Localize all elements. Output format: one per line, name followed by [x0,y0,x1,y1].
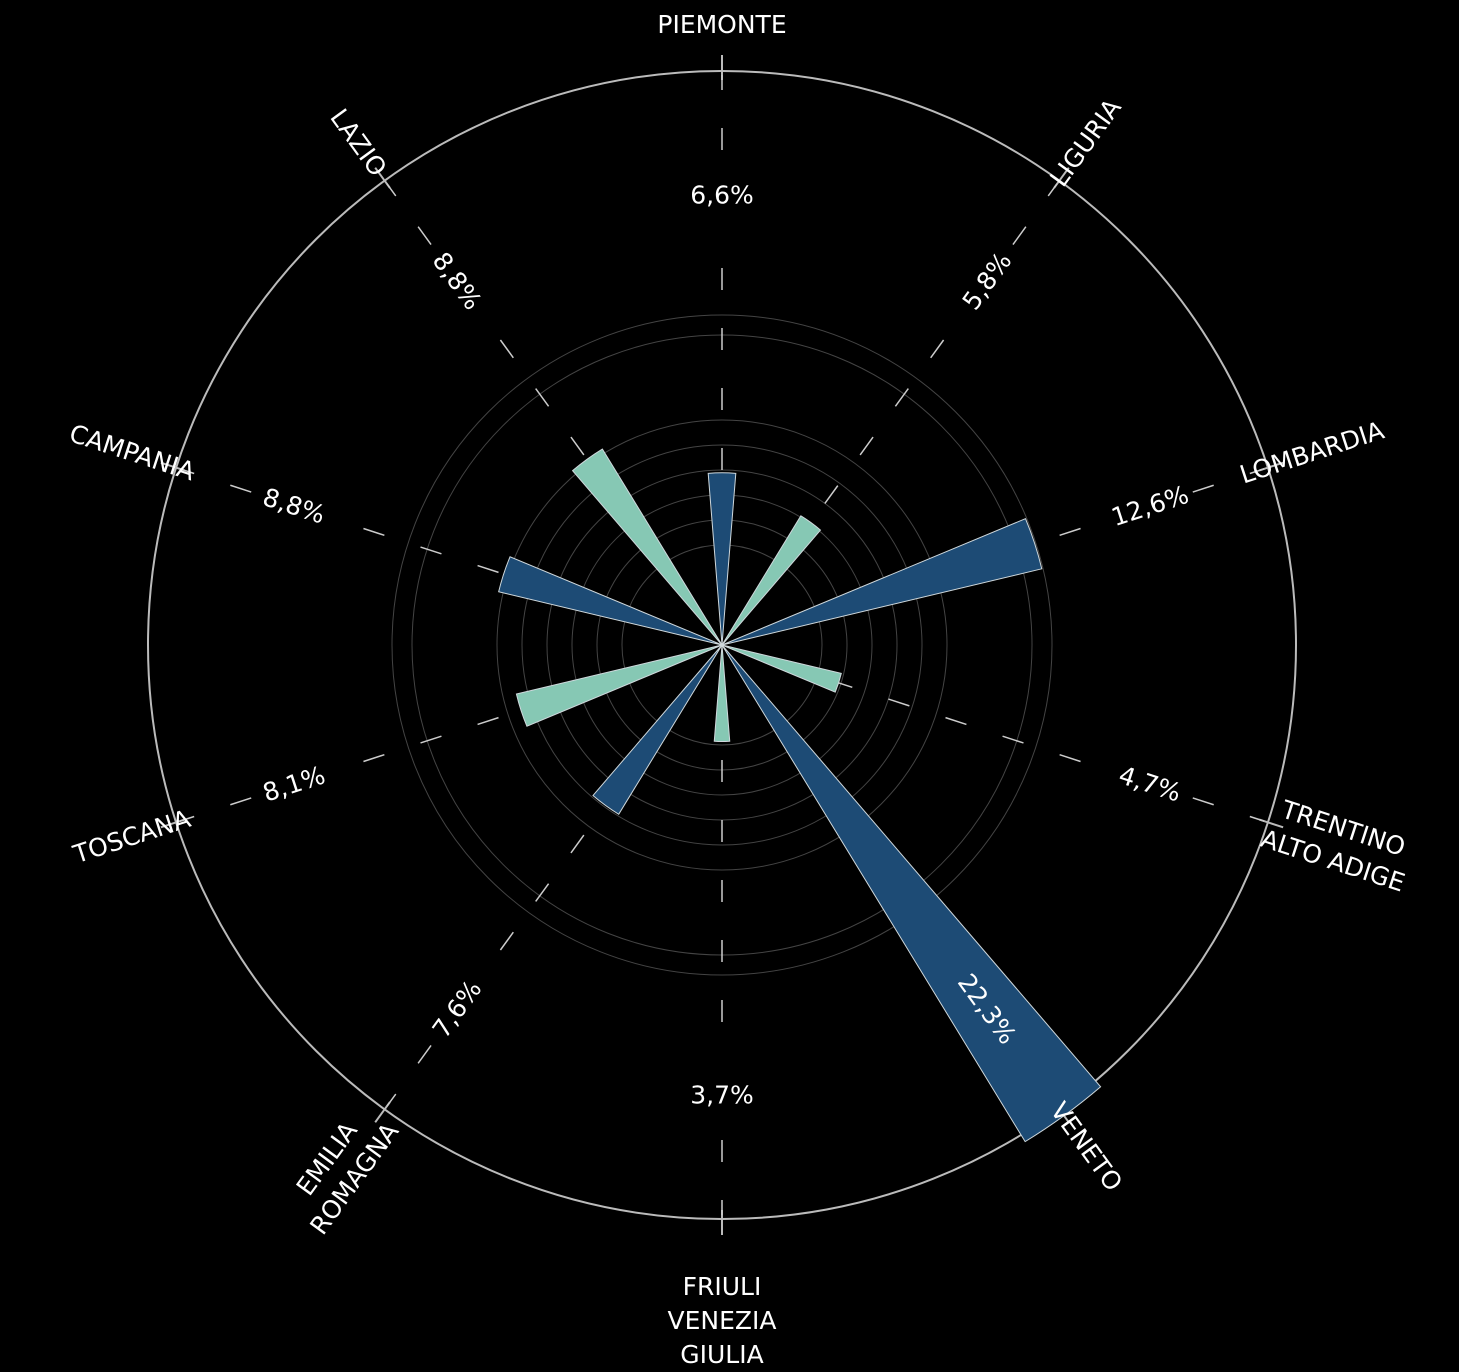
spoke [386,183,432,245]
bar [721,515,822,646]
spoke [831,519,1108,611]
spoke [336,519,613,611]
bar [592,644,723,815]
spoke [1012,183,1058,245]
category-label: FRIULI VENEZIA GIULIA [667,1272,777,1369]
spoke [179,468,252,493]
bar [707,472,737,646]
bar [721,518,1043,646]
value-label: 6,6% [690,180,754,210]
spoke [179,797,252,822]
spoke [831,679,1108,771]
value-label: 3,7% [690,1080,754,1110]
bar [713,644,731,743]
bar [515,644,723,727]
grid-circle [496,419,948,871]
spoke [336,679,613,771]
spoke [483,316,656,553]
category-label: PIEMONTE [657,10,787,39]
bar [571,448,723,646]
bar [498,556,723,646]
spoke [788,316,961,553]
bar [721,644,1102,1143]
spoke [1192,468,1265,493]
spoke [1192,797,1265,822]
grid-circle [521,444,923,846]
spoke [386,1045,432,1107]
bar [721,644,842,693]
grid-circle [391,314,1053,976]
spoke [483,737,656,974]
